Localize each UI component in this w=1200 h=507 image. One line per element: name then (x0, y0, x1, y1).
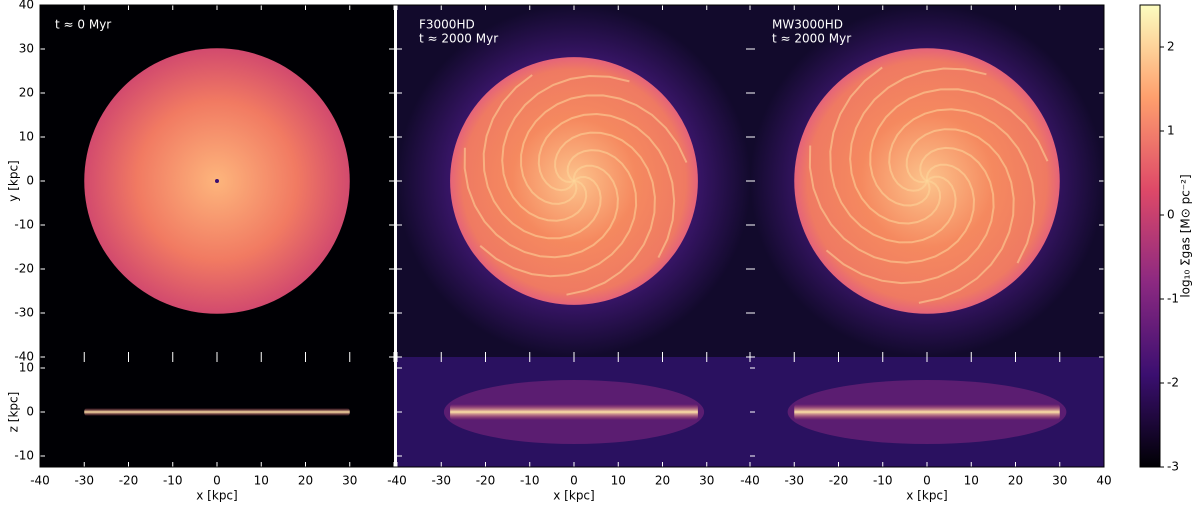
panel-label: MW3000HD (772, 18, 843, 32)
x-tick-label: -10 (873, 474, 893, 488)
x-tick-label: -40 (30, 474, 50, 488)
colorbar-tick-label: 0 (1167, 208, 1175, 222)
z-axis-label: z [kpc] (7, 392, 21, 433)
x-tick-label: 30 (1052, 474, 1067, 488)
x-axis-label: x [kpc] (196, 489, 237, 503)
y-tick-label: 0 (26, 174, 34, 188)
center (215, 179, 219, 183)
spiral-arm (829, 66, 957, 244)
x-axis-label: x [kpc] (906, 489, 947, 503)
spiral-arm (537, 112, 676, 259)
x-tick-label: -30 (74, 474, 94, 488)
panel-label: t ≈ 2000 Myr (419, 32, 498, 46)
spiral-arm (554, 131, 656, 296)
spiral-arm (905, 128, 1015, 304)
x-tick-label: 30 (699, 474, 714, 488)
x-tick-label: 20 (298, 474, 313, 488)
y-tick-label: 30 (19, 42, 34, 56)
x-tick-label: -10 (163, 474, 183, 488)
spiral-arm (479, 149, 638, 278)
x-tick-label: 0 (923, 474, 931, 488)
x-tick-label: -20 (119, 474, 139, 488)
gas-disk-edge-on (84, 408, 350, 416)
x-tick-label: 20 (1008, 474, 1023, 488)
colorbar-tick-label: 2 (1167, 40, 1175, 54)
panel-label: t ≈ 2000 Myr (772, 32, 851, 46)
x-tick-label: 40 (1096, 474, 1111, 488)
panel-label: t ≈ 0 Myr (55, 18, 111, 32)
y-tick-label: 20 (19, 86, 34, 100)
panel-label: F3000HD (419, 18, 475, 32)
x-tick-label: 10 (964, 474, 979, 488)
spiral-arm (808, 145, 976, 264)
spiral-arm (888, 108, 1036, 264)
y-tick-label: -30 (14, 306, 34, 320)
x-tick-label: 0 (213, 474, 221, 488)
x-tick-label: -30 (784, 474, 804, 488)
x-tick-label: 20 (655, 474, 670, 488)
spiral-arm (463, 147, 619, 259)
z-tick-label: 0 (26, 405, 34, 419)
frame (39, 4, 1105, 468)
x-tick-label: 0 (570, 474, 578, 488)
x-tick-label: -40 (387, 474, 407, 488)
x-tick-label: 10 (254, 474, 269, 488)
x-tick-label: 30 (342, 474, 357, 488)
spiral-arm (501, 74, 630, 222)
colorbar-tick-label: 1 (1167, 124, 1175, 138)
x-tick-label: 10 (611, 474, 626, 488)
spiral-arm (520, 94, 688, 205)
z-tick-label: -10 (14, 449, 34, 463)
x-axis-label: x [kpc] (553, 489, 594, 503)
colorbar-label: log₁₀ Σgas [M⊙ pc⁻²] (1179, 174, 1193, 297)
spiral-arm (849, 67, 987, 225)
colorbar (1139, 4, 1161, 468)
x-tick-label: -40 (740, 474, 760, 488)
y-tick-label: -20 (14, 262, 34, 276)
y-tick-label: 10 (19, 130, 34, 144)
x-tick-label: -10 (520, 474, 540, 488)
colorbar-tick-label: -3 (1167, 460, 1179, 474)
spiral-arm (482, 74, 602, 240)
gas-disk-edge-on (794, 404, 1060, 420)
x-tick-label: -20 (829, 474, 849, 488)
gas-disk-edge-on (450, 404, 698, 420)
z-tick-label: 10 (19, 361, 34, 375)
x-tick-label: -20 (476, 474, 496, 488)
x-tick-label: -30 (431, 474, 451, 488)
spiral-arm (869, 88, 1049, 207)
y-tick-label: -40 (14, 350, 34, 364)
colorbar-tick-label: -1 (1167, 292, 1179, 306)
colorbar-tick-label: -2 (1167, 376, 1179, 390)
spiral-arm (825, 146, 995, 285)
y-axis-label: y [kpc] (7, 160, 21, 201)
y-tick-label: -10 (14, 218, 34, 232)
y-tick-label: 40 (19, 0, 34, 12)
